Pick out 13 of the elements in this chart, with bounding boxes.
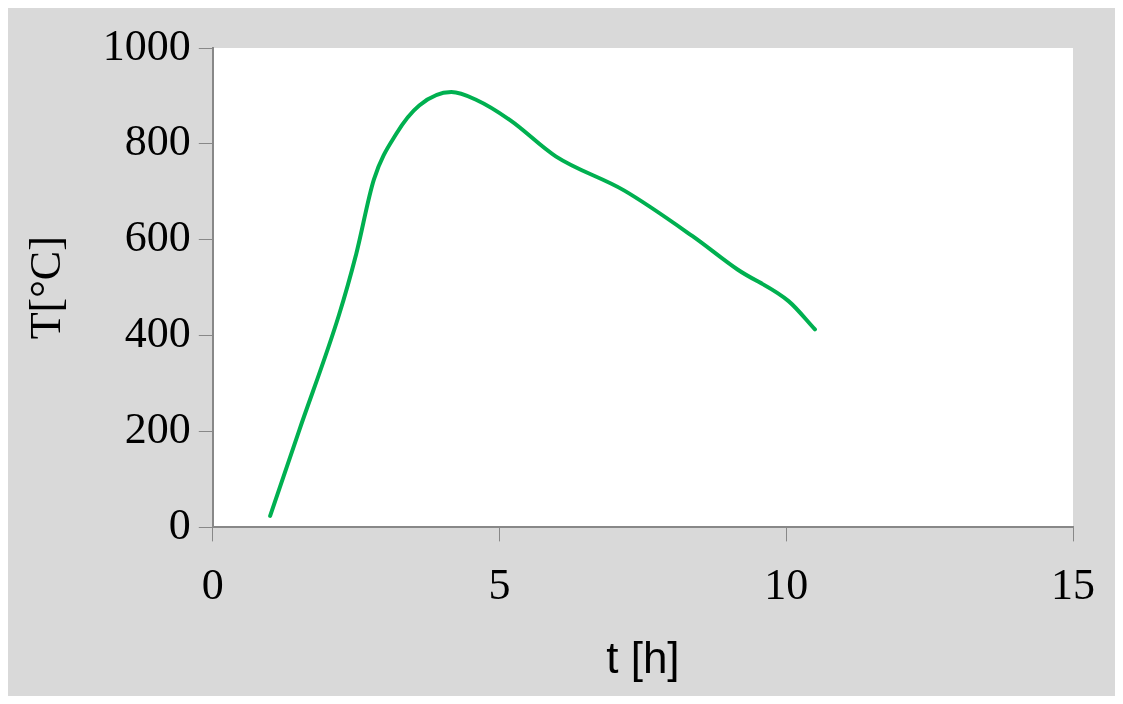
y-axis-title: T[°C]	[20, 236, 70, 340]
y-tick-label: 0	[168, 499, 191, 549]
line-series	[268, 90, 817, 518]
x-tick-label: 0	[201, 560, 224, 610]
x-tick-label: 5	[488, 560, 511, 610]
x-axis-title: t [h]	[606, 632, 680, 682]
y-tick-label: 200	[124, 404, 191, 454]
y-tick-label: 1000	[102, 20, 191, 70]
y-tick-label: 600	[124, 212, 191, 262]
x-tick-label: 10	[764, 560, 809, 610]
x-tick-label: 15	[1051, 560, 1095, 610]
y-tick-label: 400	[124, 308, 191, 358]
y-tick-label: 800	[124, 116, 191, 166]
